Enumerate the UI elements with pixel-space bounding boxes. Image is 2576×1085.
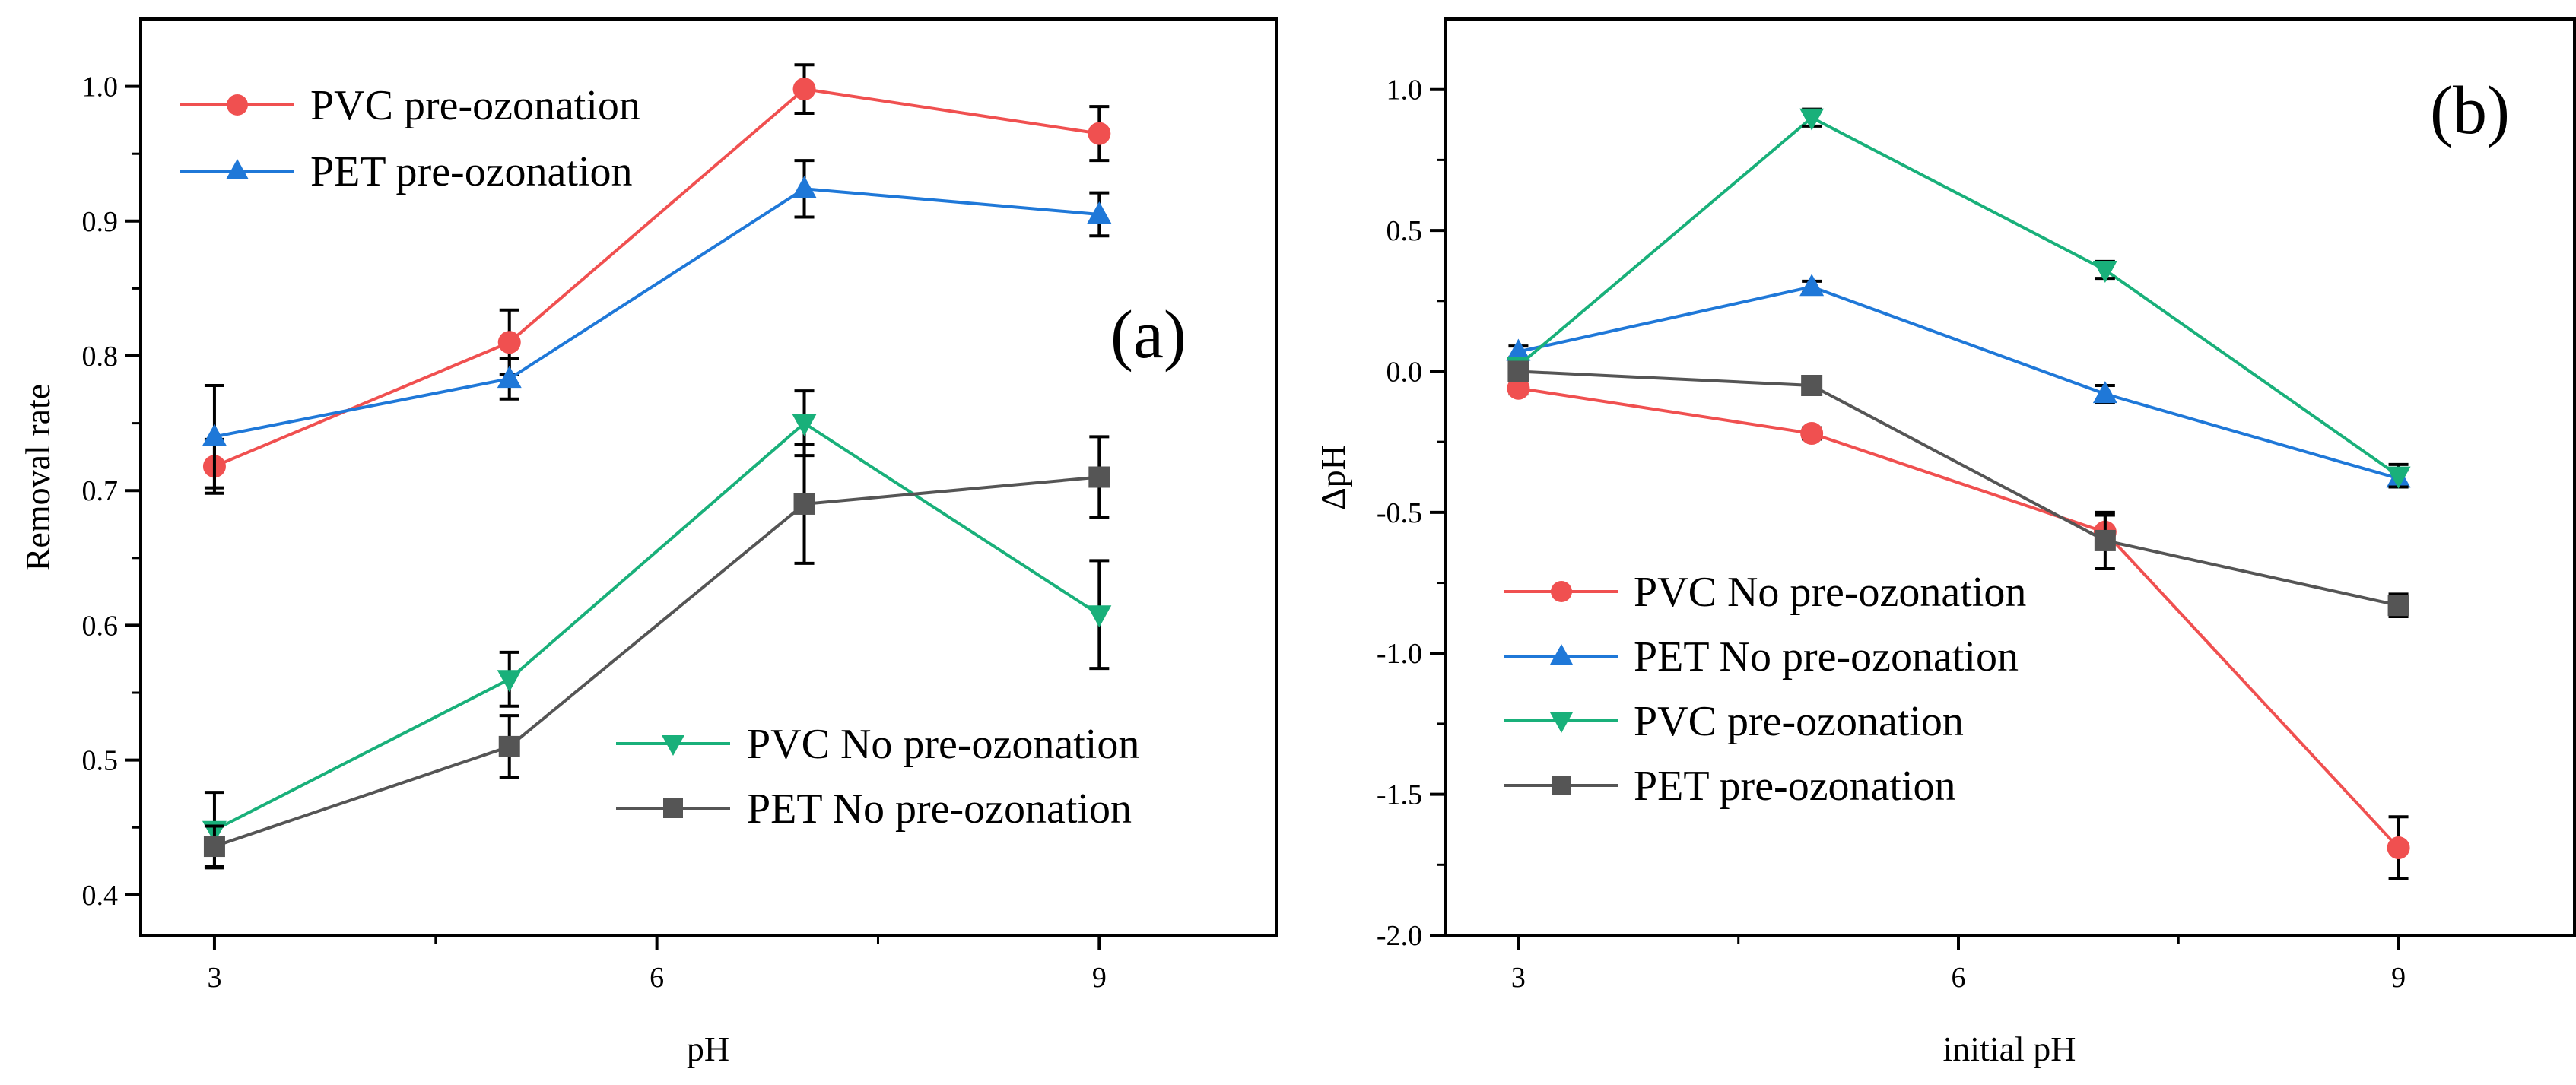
y-tick-label: 0.7 (82, 475, 119, 507)
legend-label: PET No pre-ozonation (747, 785, 1132, 833)
panel-a: 3 6 9 0.4 0.5 0.6 0.7 0.8 0.9 1.0 pH Removal rate… (18, 17, 1278, 1068)
data-point (1800, 422, 1824, 446)
y-tick-label: -2.0 (1377, 920, 1422, 952)
data-point (2094, 529, 2116, 551)
y-tick-label: 0.5 (1386, 215, 1423, 247)
x-tick-label: 9 (2391, 962, 2406, 994)
y-tick-label: 0.4 (82, 880, 119, 912)
y-axis-title: Removal rate (18, 384, 57, 572)
legend-marker (1550, 644, 1573, 665)
x-axis-title: initial pH (1942, 1029, 2076, 1068)
data-point (202, 424, 227, 446)
series (1506, 274, 2411, 489)
data-point (793, 493, 815, 515)
series-layer (202, 63, 1112, 870)
data-point (1088, 466, 1110, 488)
data-point (1087, 605, 1112, 628)
series (202, 159, 1112, 490)
data-point (1087, 201, 1112, 224)
series (1507, 360, 2409, 619)
legend-label: PVC pre-ozonation (310, 82, 640, 129)
legend-marker (662, 735, 684, 756)
series (203, 435, 1110, 868)
data-point (203, 836, 225, 858)
legend-label: PET pre-ozonation (1634, 763, 1956, 810)
panel-b: 3 6 91.00.50.0-0.5-1.0-1.5-2.0 initial pH … (1313, 17, 2576, 1068)
data-point (2386, 466, 2411, 489)
y-tick-label: 0.5 (82, 745, 119, 777)
legend-label: PET pre-ozonation (310, 148, 633, 195)
series (1506, 107, 2411, 489)
legend-marker (1551, 581, 1572, 602)
ticks: 3 6 9 1.0 0.5 0.0 -0.5 -1.0 -1.5 -2.0 (1377, 75, 2406, 994)
legend-marker (227, 94, 248, 116)
series-line (214, 475, 1100, 848)
legend-bottom-left: PVC No pre-ozonation PET No pre-ozonatio… (1504, 569, 2026, 810)
data-point (497, 331, 521, 354)
panel-label: (b) (2430, 73, 2510, 148)
x-tick-label: 3 (1511, 962, 1526, 994)
data-point (1506, 338, 1531, 361)
data-point (2092, 381, 2117, 404)
plot-frame (139, 17, 1278, 937)
series-line (1518, 370, 2400, 608)
data-point (1799, 108, 1825, 131)
plot-frame (1444, 17, 2576, 937)
x-tick-label: 3 (207, 962, 221, 994)
series-line (1517, 285, 2400, 481)
y-tick-label: 0.8 (82, 341, 119, 373)
legend-marker (226, 159, 249, 179)
data-point (1507, 360, 1529, 382)
x-tick-label: 9 (1092, 962, 1107, 994)
data-point (792, 78, 816, 101)
series-layer (1506, 107, 2411, 880)
data-point (2387, 836, 2410, 860)
x-tick-label: 6 (1952, 962, 1966, 994)
y-axis-title: ΔpH (1313, 445, 1352, 510)
series-line (214, 187, 1100, 439)
y-tick-label: 1.0 (1386, 75, 1423, 106)
ticks: 3 6 9 0.4 0.5 0.6 0.7 0.8 0.9 1.0 (82, 71, 1107, 994)
legend-bottom-right: PVC No pre-ozonation PET No pre-ozonatio… (616, 721, 1139, 833)
data-point (792, 176, 817, 198)
data-point (792, 414, 817, 436)
data-point (497, 670, 522, 693)
legend-top-left: PVC pre-ozonation PET pre-ozonation (180, 82, 640, 195)
data-point (1507, 376, 1530, 400)
legend-label: PVC No pre-ozonation (747, 721, 1139, 768)
legend-label: PVC pre-ozonation (1634, 698, 1964, 745)
y-tick-label: 0.6 (82, 610, 119, 642)
y-tick-label: -1.0 (1377, 638, 1422, 670)
data-point (497, 366, 522, 389)
x-axis-title: pH (687, 1029, 729, 1068)
series-line (1517, 116, 2400, 477)
y-tick-label: -1.5 (1377, 779, 1422, 811)
y-tick-label: 0.0 (1386, 356, 1423, 388)
legend-marker (663, 798, 683, 818)
series-line (214, 87, 1100, 468)
series-line (1518, 386, 2400, 849)
y-tick-label: 0.9 (82, 206, 119, 238)
data-point (1799, 274, 1825, 297)
panel-label: (a) (1110, 297, 1186, 373)
data-point (498, 735, 520, 757)
y-tick-label: 1.0 (82, 71, 119, 103)
y-tick-label: -0.5 (1377, 497, 1422, 529)
legend-label: PVC No pre-ozonation (1634, 569, 2026, 616)
series (202, 63, 1111, 495)
data-point (2092, 260, 2117, 283)
x-tick-label: 6 (650, 962, 664, 994)
legend-marker (1552, 776, 1571, 795)
data-point (1801, 375, 1823, 396)
series-line (214, 421, 1101, 832)
data-point (2387, 595, 2409, 617)
legend-label: PET No pre-ozonation (1634, 633, 2019, 681)
legend-marker (1550, 712, 1573, 733)
data-point (1088, 122, 1111, 145)
